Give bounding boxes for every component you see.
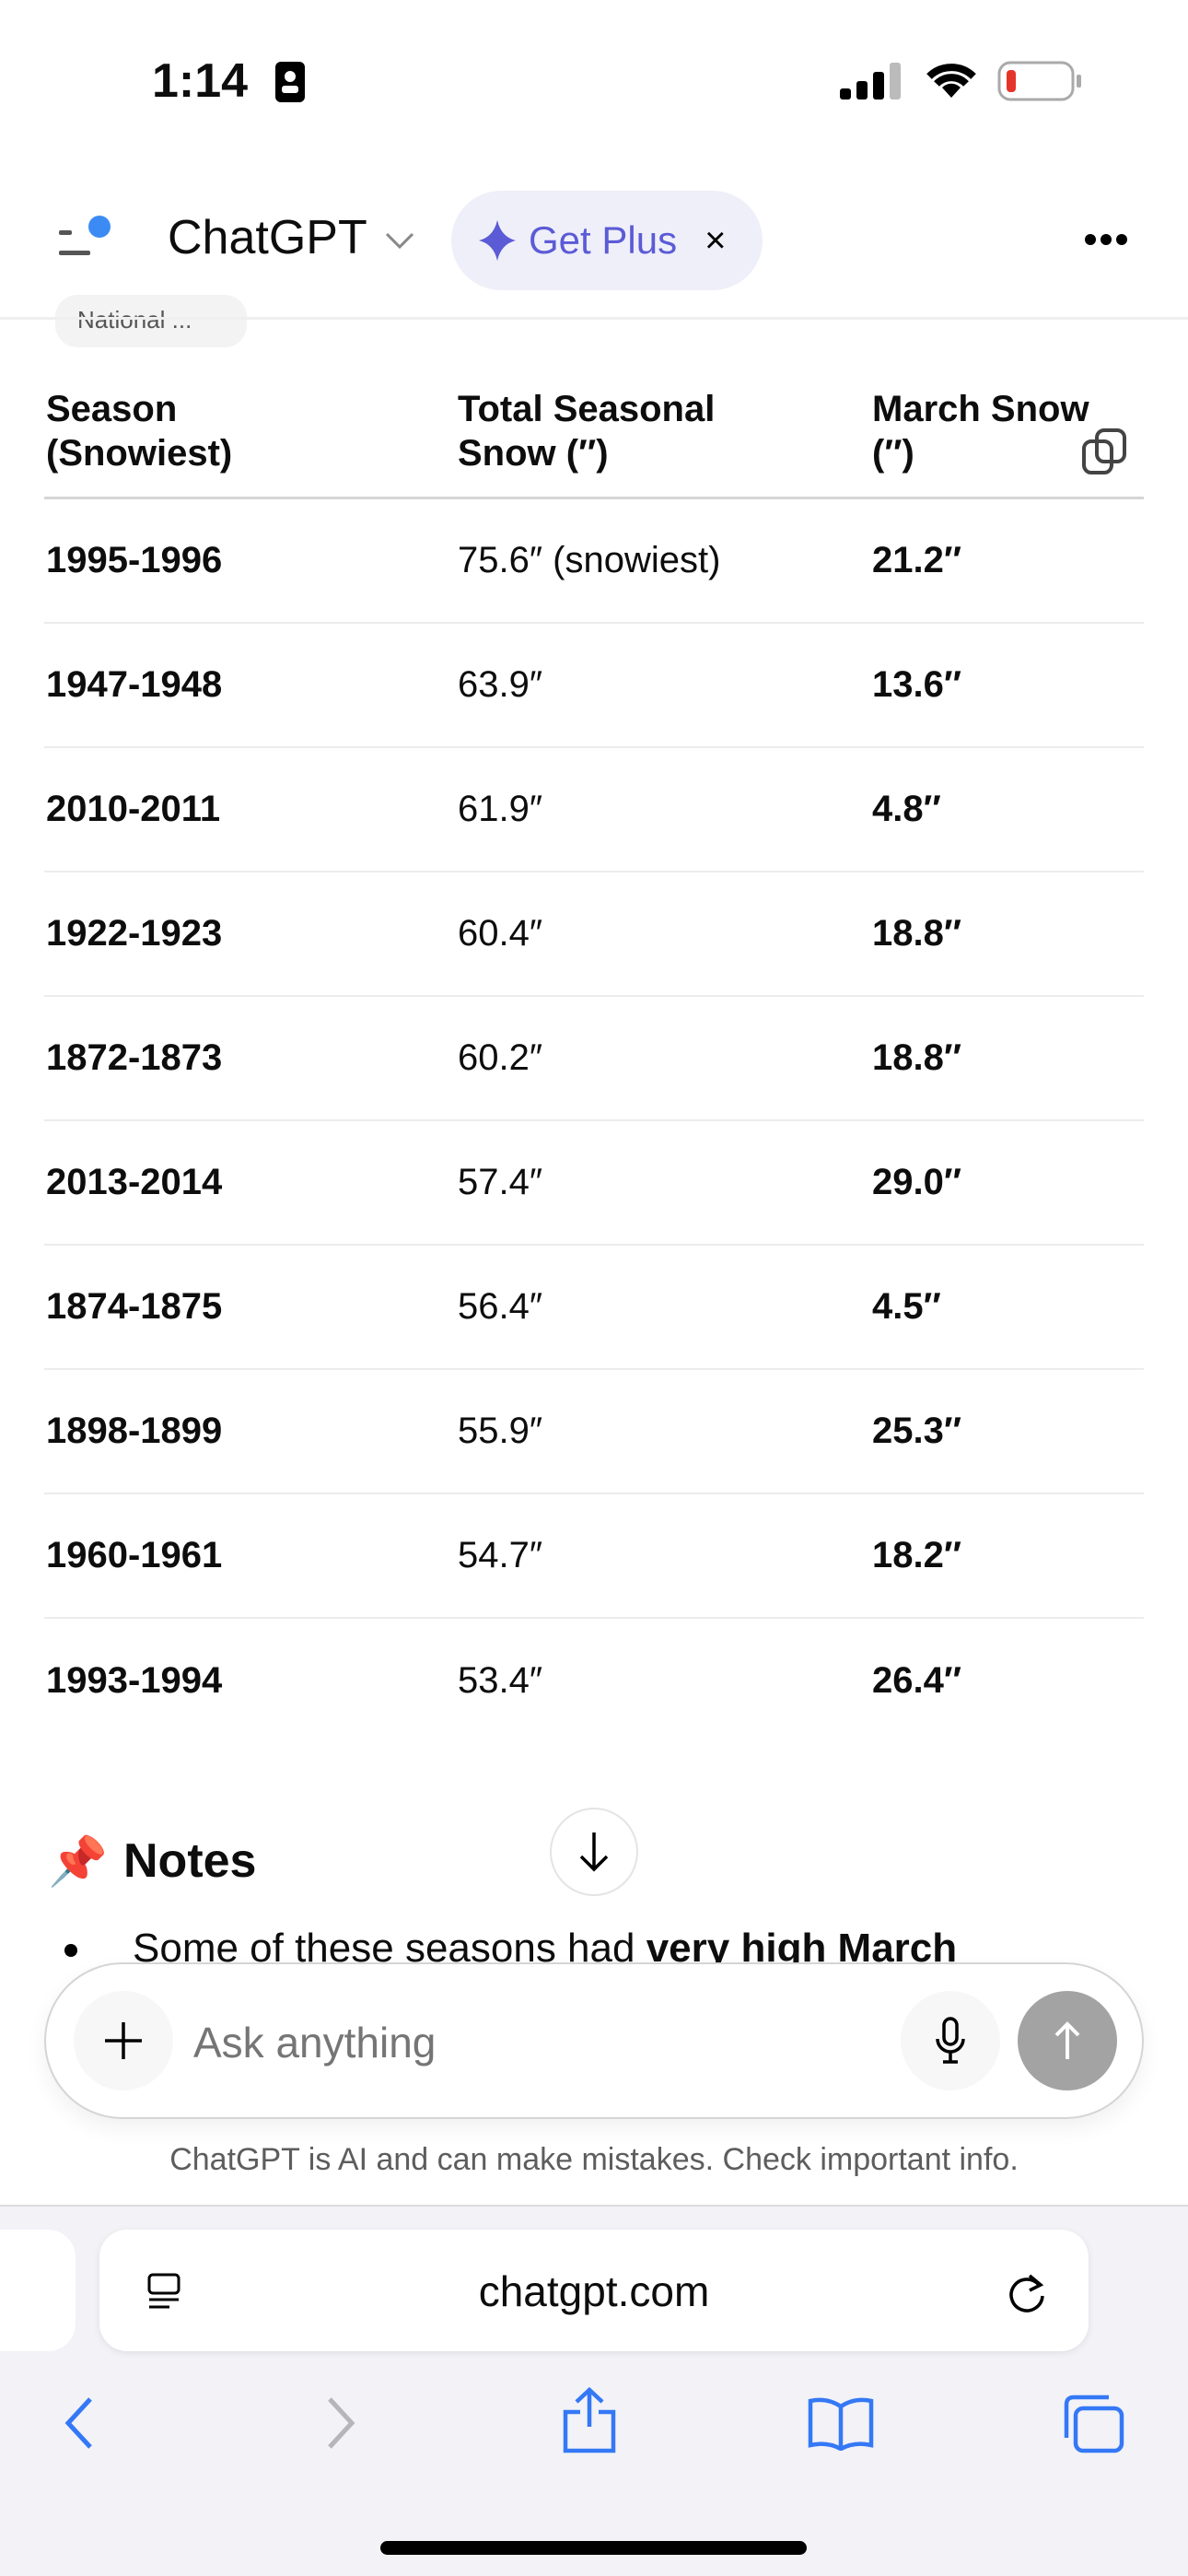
- notes-heading: Notes: [123, 1834, 257, 1888]
- table-row: 1922-1923 60.4″ 18.8″: [44, 872, 1144, 997]
- total-snow-cell: 75.6″ (snowiest): [458, 540, 721, 580]
- march-snow-cell: 13.6″: [872, 664, 962, 705]
- table-header-divider: [44, 497, 1144, 499]
- total-snow-cell: 55.9″: [458, 1411, 543, 1451]
- table-row: 1993-1994 53.4″ 26.4″: [44, 1619, 1144, 1743]
- header-divider: [0, 317, 1188, 320]
- model-selector[interactable]: ChatGPT: [168, 211, 367, 264]
- scroll-down-button[interactable]: [550, 1808, 638, 1896]
- table-row: 1995-1996 75.6″ (snowiest) 21.2″: [44, 499, 1144, 624]
- march-snow-cell: 18.8″: [872, 1037, 962, 1078]
- share-icon[interactable]: [560, 2386, 619, 2454]
- arrow-up-icon: [1054, 2021, 1080, 2059]
- season-cell: 1874-1875: [46, 1286, 223, 1327]
- voice-input-button[interactable]: [901, 1991, 1000, 2090]
- table-row: 2013-2014 57.4″ 29.0″: [44, 1121, 1144, 1246]
- season-cell: 1898-1899: [46, 1411, 223, 1451]
- address-bar[interactable]: chatgpt.com: [99, 2230, 1089, 2351]
- season-cell: 1872-1873: [46, 1037, 223, 1078]
- total-snow-cell: 63.9″: [458, 664, 543, 705]
- total-snow-cell: 56.4″: [458, 1286, 543, 1327]
- sidebar-menu-icon[interactable]: [57, 214, 114, 265]
- back-icon[interactable]: [61, 2395, 98, 2451]
- tabs-icon[interactable]: [1061, 2394, 1125, 2454]
- message-input[interactable]: [193, 2018, 838, 2067]
- pushpin-icon: 📌: [48, 1835, 108, 1889]
- season-cell: 1995-1996: [46, 540, 223, 580]
- col-header-march: March Snow (″): [872, 389, 1089, 474]
- season-cell: 2013-2014: [46, 1162, 223, 1202]
- season-cell: 1993-1994: [46, 1660, 223, 1701]
- march-snow-cell: 25.3″: [872, 1411, 962, 1451]
- table-row: 2010-2011 61.9″ 4.8″: [44, 748, 1144, 872]
- send-button[interactable]: [1018, 1991, 1117, 2090]
- forward-icon[interactable]: [322, 2395, 359, 2451]
- col-header-total: Total Seasonal Snow (″): [458, 389, 716, 474]
- page-menu-icon[interactable]: [146, 2272, 186, 2313]
- table-row: 1874-1875 56.4″ 4.5″: [44, 1246, 1144, 1370]
- sparkle-icon: [479, 220, 516, 261]
- url-text: chatgpt.com: [478, 2267, 710, 2315]
- season-cell: 2010-2011: [46, 789, 221, 829]
- total-snow-cell: 60.4″: [458, 913, 543, 954]
- season-cell: 1947-1948: [46, 664, 223, 705]
- total-snow-cell: 53.4″: [458, 1660, 543, 1701]
- copy-icon[interactable]: [1081, 427, 1129, 475]
- total-snow-cell: 60.2″: [458, 1037, 543, 1078]
- table-row: 1872-1873 60.2″ 18.8″: [44, 997, 1144, 1121]
- season-cell: 1922-1923: [46, 913, 223, 954]
- march-snow-cell: 4.8″: [872, 789, 941, 829]
- close-icon[interactable]: ×: [705, 219, 727, 261]
- chevron-down-icon[interactable]: [383, 230, 416, 252]
- reload-icon[interactable]: [1006, 2270, 1048, 2314]
- arrow-down-icon: [579, 1832, 609, 1872]
- march-snow-cell: 21.2″: [872, 540, 962, 580]
- wifi-icon: [926, 64, 976, 98]
- source-chip[interactable]: National ...: [55, 295, 247, 347]
- contact-card-icon: [275, 62, 305, 102]
- battery-icon: [997, 61, 1081, 101]
- add-attachment-button[interactable]: [74, 1991, 173, 2090]
- bookmarks-icon[interactable]: [807, 2395, 875, 2451]
- microphone-icon: [936, 2017, 965, 2064]
- march-snow-cell: 18.2″: [872, 1535, 962, 1575]
- disclaimer: ChatGPT is AI and can make mistakes. Che…: [169, 2142, 1019, 2177]
- total-snow-cell: 54.7″: [458, 1535, 543, 1575]
- previous-tab-card[interactable]: [0, 2230, 76, 2351]
- status-time: 1:14: [152, 54, 249, 108]
- home-indicator: [380, 2541, 807, 2555]
- get-plus-label: Get Plus: [529, 218, 678, 262]
- table-row: 1960-1961 54.7″ 18.2″: [44, 1494, 1144, 1619]
- season-cell: 1960-1961: [46, 1535, 223, 1575]
- get-plus-button[interactable]: Get Plus ×: [451, 191, 763, 290]
- signal-icon: [840, 63, 901, 100]
- march-snow-cell: 26.4″: [872, 1660, 962, 1701]
- total-snow-cell: 57.4″: [458, 1162, 543, 1202]
- more-options-icon[interactable]: [1083, 230, 1129, 249]
- march-snow-cell: 29.0″: [872, 1162, 962, 1202]
- table-row: 1947-1948 63.9″ 13.6″: [44, 624, 1144, 748]
- total-snow-cell: 61.9″: [458, 789, 543, 829]
- march-snow-cell: 4.5″: [872, 1286, 941, 1327]
- col-header-season: Season (Snowiest): [46, 389, 233, 474]
- plus-icon: [105, 2022, 142, 2059]
- march-snow-cell: 18.8″: [872, 913, 962, 954]
- table-row: 1898-1899 55.9″ 25.3″: [44, 1370, 1144, 1494]
